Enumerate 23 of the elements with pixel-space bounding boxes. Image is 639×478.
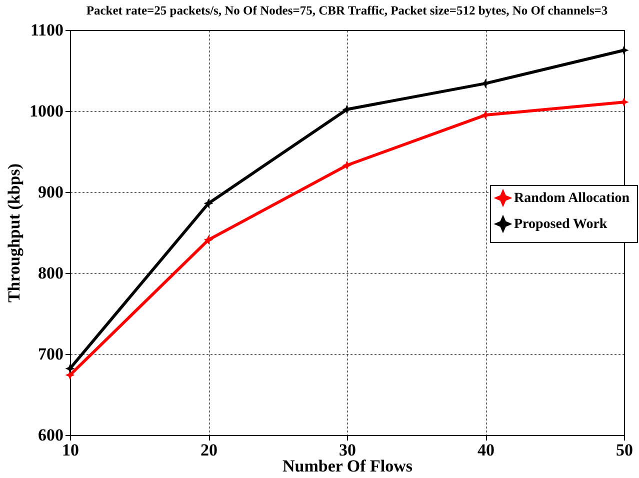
legend-label: Random Allocation [514, 191, 630, 206]
point [204, 235, 214, 245]
y-tick-label: 700 [38, 344, 64, 364]
point [480, 78, 490, 88]
y-tick-label: 1000 [30, 102, 64, 120]
y-tick-label: 900 [38, 182, 64, 202]
y-tick-label: 600 [38, 426, 64, 444]
point [65, 370, 75, 380]
point [204, 198, 214, 208]
point [342, 160, 352, 170]
y-axis-title: Throughput (kbps) [4, 163, 24, 303]
legend-label: Proposed Work [514, 217, 608, 232]
y-tick-label: 1100 [30, 20, 64, 40]
x-tick-label: 50 [616, 440, 633, 460]
x-tick-label: 30 [339, 440, 356, 460]
x-tick-label: 20 [200, 440, 218, 460]
x-tick-label: 10 [62, 440, 79, 460]
point [619, 46, 629, 55]
x-axis-title: Number Of Flows [282, 456, 413, 476]
y-tick-label: 800 [38, 264, 64, 282]
chart-title: Packet rate=25 packets/s, No Of Nodes=75, CBR Traffic, Packet size=512 bytes, No Of channels=3 [86, 4, 608, 18]
x-tick-label: 40 [478, 440, 494, 460]
point [65, 364, 75, 374]
